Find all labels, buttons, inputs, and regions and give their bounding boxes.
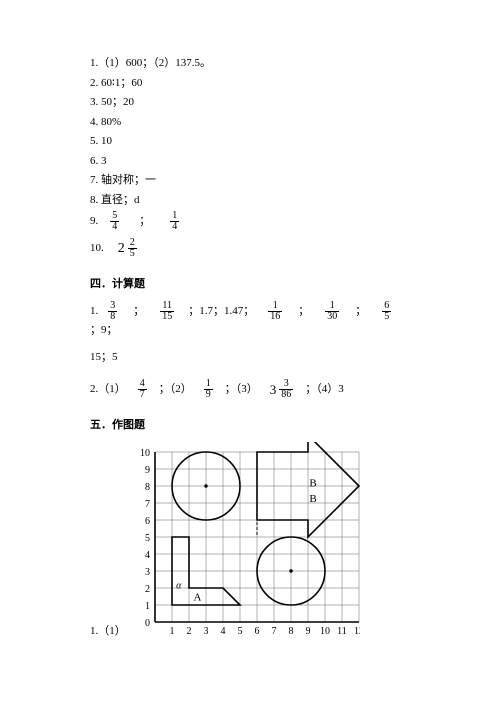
- q4-2: 2.（1） 4 7 ；（2） 1 9 ；（3） 3 3 86 ；（4）3: [90, 379, 410, 400]
- q5-1: 1.（1） 109876543210123456789101112AαBB: [90, 442, 410, 642]
- answer-5: 5. 10: [90, 133, 410, 150]
- text: ；1.7；1.47；: [188, 303, 254, 320]
- answer-9-prefix: 9.: [90, 213, 98, 230]
- answer-9: 9. 5 4 ； 1 4: [90, 211, 410, 232]
- fraction: 5 4: [110, 211, 119, 232]
- svg-text:7: 7: [271, 626, 276, 637]
- svg-text:9: 9: [145, 465, 150, 476]
- svg-text:11: 11: [337, 626, 347, 637]
- fraction: 1 4: [170, 211, 179, 232]
- fraction: 1 30: [325, 301, 339, 322]
- sep: ；: [298, 303, 309, 320]
- section-5-title: 五．作图题: [90, 416, 410, 432]
- q5-1-prefix: 1.（1）: [90, 622, 126, 638]
- svg-text:7: 7: [145, 499, 150, 510]
- svg-text:9: 9: [305, 626, 310, 637]
- svg-text:4: 4: [220, 626, 225, 637]
- q4-1: 1. 3 8 ； 11 15 ；1.7；1.47； 1 16 ； 1 30 ；: [90, 301, 410, 339]
- sep: ；: [133, 303, 144, 320]
- svg-text:6: 6: [145, 516, 150, 527]
- text: ；9；: [90, 322, 118, 339]
- answer-7: 7. 轴对称；一: [90, 172, 410, 189]
- svg-text:10: 10: [320, 626, 330, 637]
- svg-text:2: 2: [186, 626, 191, 637]
- svg-text:0: 0: [145, 618, 150, 629]
- answer-4: 4. 80%: [90, 114, 410, 131]
- svg-text:2: 2: [145, 584, 150, 595]
- svg-text:4: 4: [145, 550, 150, 561]
- answer-1: 1.（1）600；（2）137.5。: [90, 55, 410, 72]
- svg-text:α: α: [176, 581, 182, 592]
- answer-10: 10. 2 2 5: [90, 238, 410, 259]
- svg-text:6: 6: [254, 626, 259, 637]
- answer-3: 3. 50；20: [90, 94, 410, 111]
- q4-2-prefix: 2.（1）: [90, 381, 126, 398]
- svg-text:5: 5: [237, 626, 242, 637]
- fraction: 6 5: [382, 301, 391, 322]
- svg-text:1: 1: [145, 601, 150, 612]
- fraction: 1 16: [268, 301, 282, 322]
- fraction: 3 8: [108, 301, 117, 322]
- sep: ；: [139, 213, 150, 230]
- mixed-fraction: 3 3 86: [270, 379, 296, 400]
- svg-text:A: A: [193, 592, 201, 604]
- answer-8: 8. 直径；d: [90, 192, 410, 209]
- answer-2: 2. 60∶1；60: [90, 75, 410, 92]
- answer-6: 6. 3: [90, 153, 410, 170]
- section-4-title: 四．计算题: [90, 275, 410, 291]
- mixed-fraction: 2 2 5: [118, 238, 139, 259]
- answer-10-prefix: 10.: [90, 240, 104, 257]
- q4-1-prefix: 1.: [90, 303, 98, 320]
- svg-text:5: 5: [145, 533, 150, 544]
- svg-text:12: 12: [354, 626, 360, 637]
- fraction: 4 7: [138, 379, 147, 400]
- grid-diagram: 109876543210123456789101112AαBB: [130, 442, 360, 642]
- svg-text:8: 8: [288, 626, 293, 637]
- text: ；（4）3: [305, 381, 344, 398]
- svg-text:B: B: [309, 493, 316, 505]
- sep: ；: [355, 303, 366, 320]
- svg-text:1: 1: [169, 626, 174, 637]
- svg-text:10: 10: [140, 448, 150, 459]
- svg-text:B: B: [309, 478, 316, 490]
- text: ；（2）: [159, 381, 192, 398]
- q4-1-line2: 15；5: [90, 349, 410, 366]
- svg-text:3: 3: [203, 626, 208, 637]
- fraction: 11 15: [160, 301, 174, 322]
- fraction: 1 9: [204, 379, 213, 400]
- svg-text:8: 8: [145, 482, 150, 493]
- svg-text:3: 3: [145, 567, 150, 578]
- text: ；（3）: [225, 381, 258, 398]
